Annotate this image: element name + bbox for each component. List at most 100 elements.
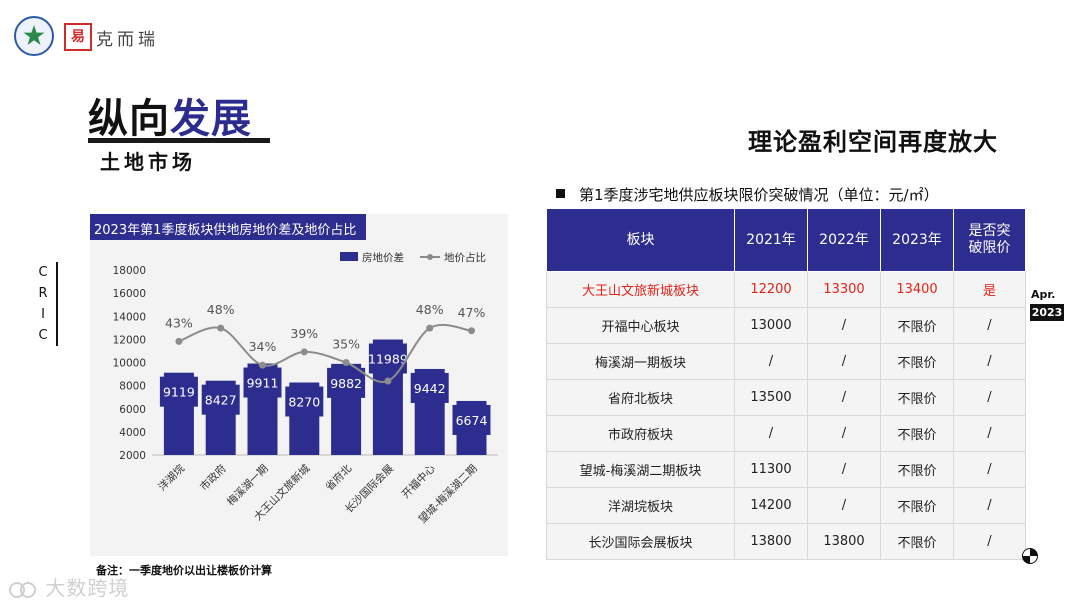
line-point <box>384 377 392 385</box>
column-header: 2023年 <box>880 208 954 272</box>
title-underline <box>88 138 270 143</box>
bar-value-label: 8270 <box>288 395 320 410</box>
table-cell: 省府北板块 <box>546 379 735 416</box>
table-cell: 望城-梅溪湖二期板块 <box>546 451 735 488</box>
table-cell: 不限价 <box>880 451 954 488</box>
column-header: 2022年 <box>807 208 881 272</box>
corner-emblem-icon <box>1022 548 1038 564</box>
table-row: 望城-梅溪湖二期板块 11300/不限价 / <box>546 451 1026 488</box>
table-cell: / <box>953 379 1026 416</box>
brand-emblem <box>14 16 54 56</box>
table-cell: 不限价 <box>880 487 954 524</box>
page-subtitle: 土地市场 <box>100 150 196 174</box>
x-category-label: 市政府 <box>197 462 228 493</box>
legend-line-label: 地价占比 <box>444 251 486 264</box>
table-cell: 不限价 <box>880 379 954 416</box>
y-left-tick-label: 2000 <box>119 450 146 462</box>
slide-headline: 理论盈利空间再度放大 <box>748 128 998 156</box>
x-category-label: 省府北 <box>323 462 355 494</box>
table-header-row: 板块 2021年 2022年 2023年 是否突破限价 <box>546 208 1026 272</box>
line-value-label: 47% <box>458 305 486 320</box>
table-cell: / <box>807 415 881 452</box>
table-cell: 不限价 <box>880 343 954 380</box>
y-left-tick-label: 4000 <box>119 427 146 439</box>
column-header: 是否突破限价 <box>953 208 1026 272</box>
star-icon <box>23 25 45 45</box>
x-category-label: 开福中心 <box>399 462 438 501</box>
bar-shoulder <box>201 384 240 415</box>
square-bullet-icon <box>556 189 565 198</box>
table-cell: 大王山文旅新城板块 <box>546 271 735 308</box>
table-cell: 长沙国际会展板块 <box>546 523 735 560</box>
bar-value-label: 9882 <box>330 376 362 391</box>
bar-shoulder <box>410 372 449 403</box>
chart-footnote: 备注：一季度地价以出让楼板价计算 <box>96 564 272 577</box>
line-value-label: 39% <box>290 326 318 341</box>
y-left-tick-label: 8000 <box>119 381 146 393</box>
chart-title: 2023年第1季度板块供地房地价差及地价占比 <box>94 223 357 238</box>
table-row: 大王山文旅新城板块 12200 13300 13400 是 <box>546 271 1026 308</box>
page-title-part2: 发展 <box>170 96 252 142</box>
table-row: 洋湖垸板块 14200/不限价 / <box>546 487 1026 524</box>
side-label-cric: C R I C <box>36 262 60 346</box>
page-title-part1: 纵向 <box>88 96 170 142</box>
table-cell: / <box>953 451 1026 488</box>
table-row: 市政府板块 / / 不限价 / <box>546 415 1026 452</box>
table-row: 开福中心板块 13000/不限价 / <box>546 307 1026 344</box>
bar-shoulder <box>327 367 366 398</box>
year-badge: 2023 <box>1030 304 1064 321</box>
table-cell: 不限价 <box>880 415 954 452</box>
line-value-label: 34% <box>249 339 277 354</box>
watermark-logo-icon <box>9 581 36 598</box>
table-cell: 市政府板块 <box>546 415 735 452</box>
table-row: 省府北板块 13500/不限价 / <box>546 379 1026 416</box>
line-value-label: 48% <box>416 302 444 317</box>
line-series-path <box>178 323 472 384</box>
bar-shoulder <box>159 376 198 407</box>
table-cell: 14200 <box>734 487 808 524</box>
x-category-label: 洋湖垸 <box>156 462 188 494</box>
watermark-text: 大数跨境 <box>45 576 130 600</box>
bar-value-label: 9911 <box>247 376 279 391</box>
legend-line-marker <box>427 254 433 260</box>
line-point <box>259 361 266 369</box>
table-cell: 13400 <box>880 271 954 308</box>
line-point <box>175 337 183 345</box>
chart-title-bar <box>90 214 366 240</box>
bar-value-label: 8427 <box>205 393 237 408</box>
x-category-label: 梅溪湖一期 <box>224 462 270 508</box>
watermark: 大数跨境 <box>8 572 129 601</box>
y-left-tick-label: 10000 <box>113 358 146 370</box>
line-point <box>342 359 350 366</box>
table-cell: / <box>953 307 1026 344</box>
table-cell: / <box>807 307 881 344</box>
legend-bar-label: 房地价差 <box>362 251 404 264</box>
line-value-label: 35% <box>332 337 360 352</box>
table-cell: 13500 <box>734 379 808 416</box>
y-left-tick-label: 16000 <box>113 288 146 300</box>
table-cell: / <box>953 415 1026 452</box>
brand-name: 克而瑞 <box>96 30 159 50</box>
column-header-text: 是否突破限价 <box>968 223 1011 256</box>
legend-bar-swatch <box>340 252 358 261</box>
y-left-tick-label: 14000 <box>113 311 146 323</box>
table-cell: 12200 <box>734 271 808 308</box>
column-header: 板块 <box>546 208 735 272</box>
side-letter: I <box>41 307 45 322</box>
table-cell: / <box>953 343 1026 380</box>
table-cell: / <box>807 343 881 380</box>
table-cell: / <box>807 379 881 416</box>
side-letter: R <box>38 286 48 301</box>
combo-chart: 2000 4000 6000 8000 10000 12000 14000 16000 1800… <box>113 251 498 526</box>
bar-value-label: 11989 <box>368 352 408 367</box>
table-cell: / <box>953 523 1026 560</box>
table-cell: 11300 <box>734 451 808 488</box>
y-left-tick-label: 6000 <box>119 404 146 416</box>
price-cap-table: 板块 2021年 2022年 2023年 是否突破限价 大王山文旅新城板块 122… <box>546 208 1026 560</box>
side-letter: C <box>38 328 48 343</box>
table-cell: 不限价 <box>880 523 954 560</box>
bar-shoulder <box>285 386 324 417</box>
line-point <box>217 324 225 332</box>
line-value-label: 48% <box>207 302 235 317</box>
table-cell: 梅溪湖一期板块 <box>546 343 735 380</box>
